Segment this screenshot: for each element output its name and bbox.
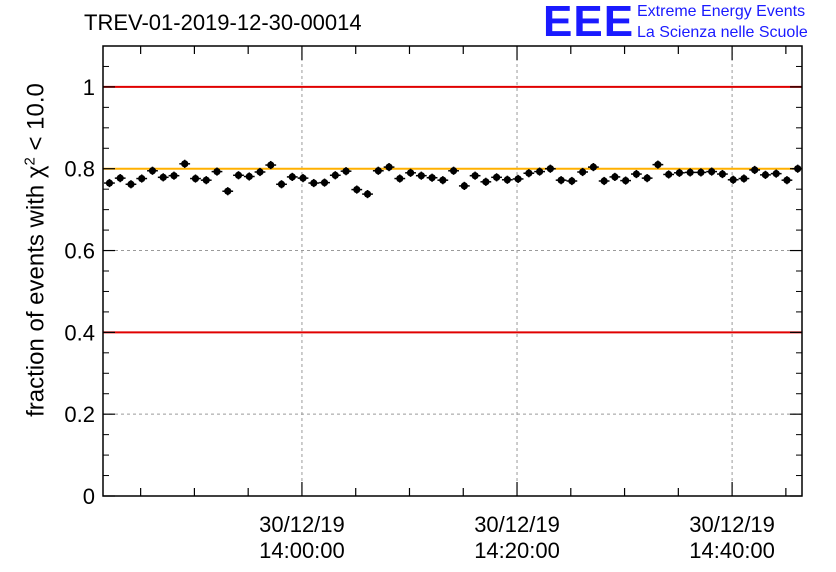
data-point	[600, 177, 608, 185]
data-point	[320, 179, 329, 187]
data-point	[643, 174, 651, 182]
x-tick-label-date: 30/12/19	[474, 512, 560, 537]
data-point	[213, 167, 221, 176]
data-point	[675, 169, 684, 177]
data-point	[654, 161, 662, 169]
data-point	[718, 170, 727, 178]
data-point	[428, 174, 436, 182]
data-point	[385, 163, 393, 171]
y-axis-label-prefix: fraction of events with	[22, 178, 50, 417]
logo-line-2: La Scienza nelle Scuole	[637, 24, 808, 41]
x-tick-label-time: 14:40:00	[689, 538, 775, 563]
y-axis-label-suffix: < 10.0	[22, 83, 50, 158]
data-point	[729, 176, 737, 184]
data-point	[277, 180, 286, 188]
data-point	[514, 175, 522, 183]
data-point	[536, 167, 544, 176]
data-point	[396, 174, 404, 183]
data-point	[181, 160, 189, 168]
data-point	[267, 161, 275, 169]
y-tick-label: 1	[83, 75, 95, 100]
data-point	[503, 176, 511, 184]
data-point	[557, 176, 565, 184]
y-tick-label: 0.4	[64, 320, 95, 345]
data-point	[116, 174, 124, 182]
data-point	[191, 174, 200, 183]
x-tick-label-date: 30/12/19	[689, 512, 775, 537]
logo-line-1: Extreme Energy Events	[637, 3, 806, 20]
data-point	[492, 173, 501, 181]
data-point	[622, 176, 630, 185]
data-point	[568, 177, 576, 185]
x-tick-label-time: 14:20:00	[474, 538, 560, 563]
data-point	[611, 173, 619, 181]
data-point	[439, 176, 447, 184]
data-point	[589, 163, 597, 171]
data-point	[127, 180, 135, 188]
data-point	[697, 168, 705, 177]
x-tick-label-date: 30/12/19	[259, 512, 345, 537]
data-point	[170, 172, 178, 180]
y-tick-label: 0.2	[64, 402, 95, 427]
data-point	[234, 171, 243, 179]
data-point	[374, 167, 382, 175]
data-point	[546, 165, 554, 173]
data-point	[406, 169, 415, 177]
data-point	[353, 185, 361, 194]
data-point	[310, 179, 318, 187]
y-tick-label: 0.6	[64, 239, 95, 264]
data-point	[525, 169, 533, 177]
data-point	[794, 165, 802, 173]
data-point	[708, 167, 716, 176]
data-point	[632, 170, 640, 178]
data-point	[740, 174, 748, 183]
data-point	[159, 173, 167, 181]
data-point	[783, 176, 791, 184]
data-point	[331, 171, 339, 179]
data-point	[665, 170, 673, 179]
y-axis-label: fraction of events with χ2 < 10.0	[22, 83, 51, 417]
data-point	[761, 171, 770, 179]
data-point	[256, 168, 264, 176]
data-point	[148, 167, 157, 175]
data-point	[751, 166, 759, 174]
data-point	[460, 182, 468, 190]
data-point	[579, 168, 587, 176]
data-point	[482, 178, 490, 186]
data-point	[363, 190, 372, 198]
y-tick-label: 0	[83, 484, 95, 509]
data-point	[686, 168, 694, 177]
data-point	[299, 174, 307, 182]
data-point	[224, 187, 232, 195]
y-tick-label: 0.8	[64, 157, 95, 182]
data-point	[342, 167, 350, 175]
chart-title: TREV-01-2019-12-30-00014	[84, 10, 362, 35]
data-point	[138, 174, 146, 183]
data-point	[772, 170, 780, 178]
x-tick-label-time: 14:00:00	[259, 538, 345, 563]
y-axis-label-symbol: χ	[22, 165, 50, 179]
y-axis-label-exponent: 2	[21, 157, 39, 166]
data-point	[202, 176, 210, 184]
data-point	[449, 167, 458, 175]
data-point	[417, 172, 425, 180]
data-point	[288, 173, 296, 181]
data-point	[105, 179, 114, 187]
data-point	[245, 172, 253, 181]
data-point	[471, 172, 479, 180]
eee-logo-mark: EEE	[543, 0, 635, 46]
plot-frame	[102, 45, 803, 497]
